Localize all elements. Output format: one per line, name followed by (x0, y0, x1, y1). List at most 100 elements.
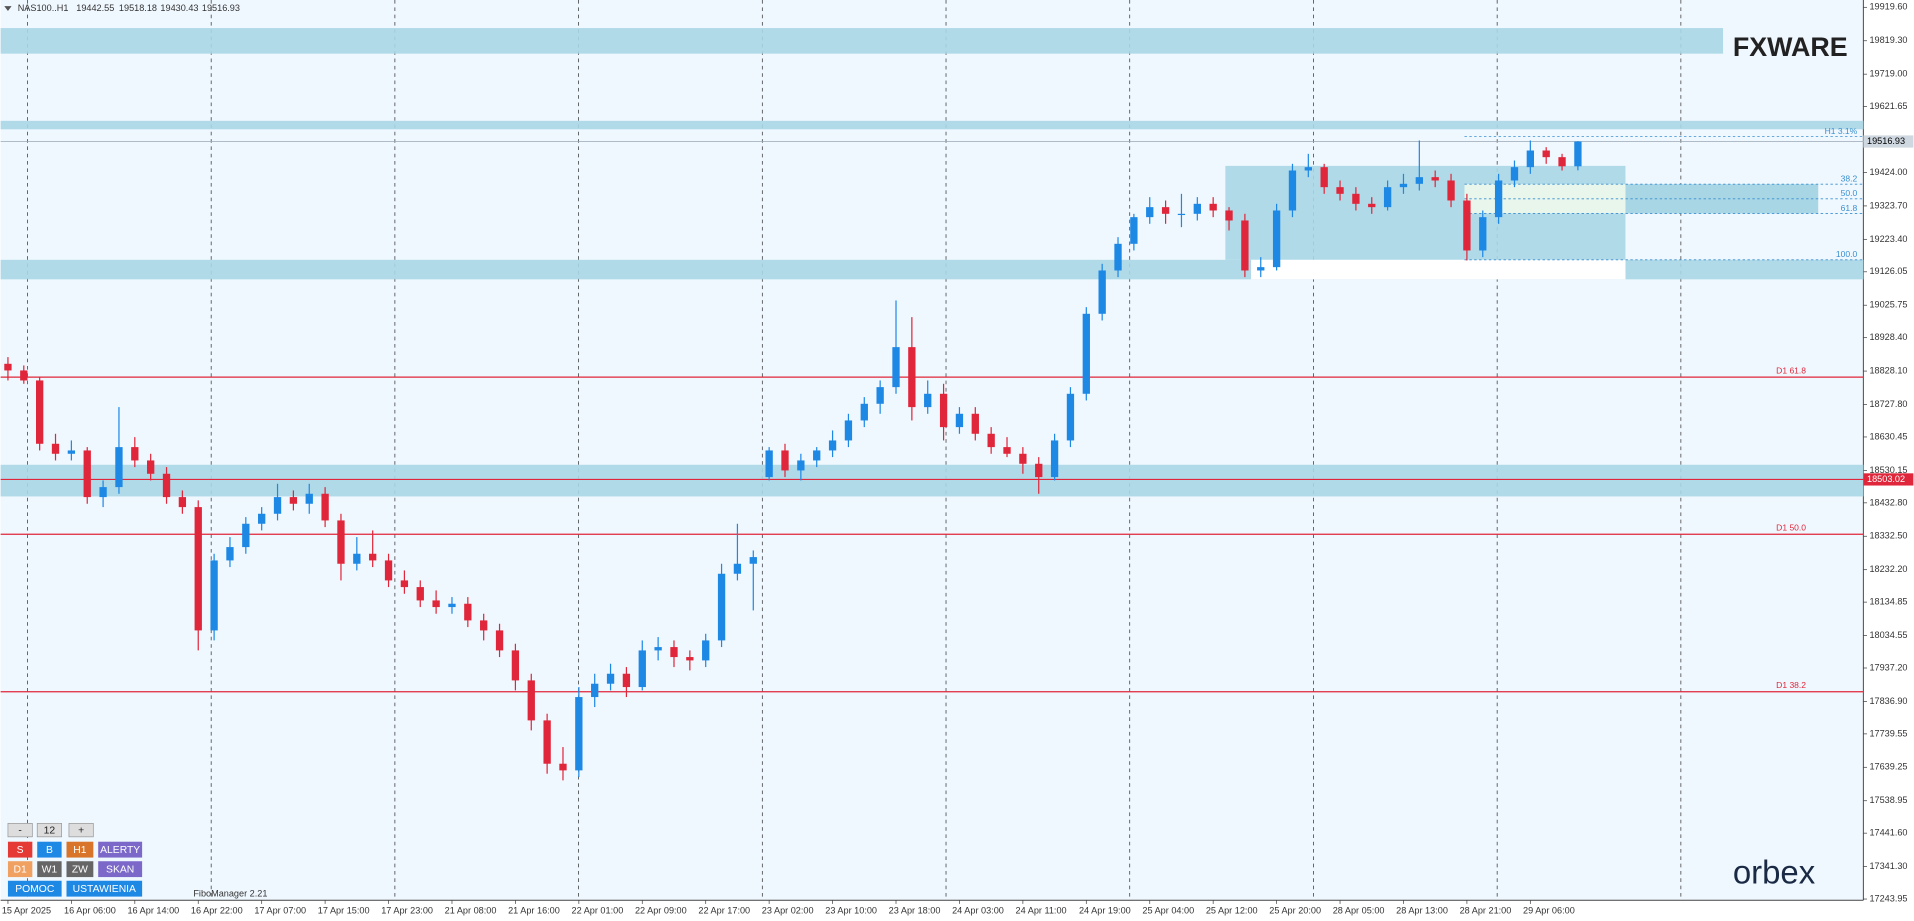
buy-button[interactable] (37, 841, 62, 858)
w1-label: W1 (42, 864, 58, 875)
x-tick-label: 24 Apr 19:00 (1079, 906, 1131, 916)
candle-body (1288, 170, 1297, 211)
candle-body (1146, 207, 1154, 218)
x-tick-label: 28 Apr 05:00 (1333, 906, 1385, 916)
candle-body (1161, 207, 1170, 214)
candle-body (797, 460, 805, 471)
candle-body (1336, 187, 1344, 194)
logo-orbex: orbex (1733, 853, 1816, 890)
candle-body (99, 487, 107, 498)
plus-button[interactable] (68, 823, 94, 838)
last-price-text: 19516.93 (1867, 136, 1905, 146)
candle-body (1019, 453, 1027, 464)
candle-body (543, 720, 551, 764)
candle-body (1114, 243, 1122, 271)
x-tick-label: 24 Apr 11:00 (1016, 906, 1067, 916)
d1-label: D1 61.8 (1776, 365, 1806, 375)
x-tick-label: 16 Apr 22:00 (191, 906, 243, 916)
fib-label: 38.2 (1841, 174, 1858, 184)
fib-label: 61.8 (1841, 203, 1858, 213)
scan-label: SKAN (106, 864, 134, 875)
candle-body (258, 513, 266, 524)
candle-body (51, 443, 60, 454)
x-tick-label: 25 Apr 12:00 (1206, 906, 1258, 916)
symbol: NAS100..H1 (18, 3, 69, 13)
candle-body (765, 450, 773, 478)
candle-body (670, 647, 678, 658)
w1-button[interactable] (37, 861, 62, 878)
candle-body (1510, 167, 1519, 181)
candle-body (147, 460, 155, 474)
logo-fxware: FXWARE (1733, 32, 1848, 62)
x-tick-label: 17 Apr 07:00 (254, 906, 306, 916)
x-tick-label: 15 Apr 2025 (2, 906, 51, 916)
menu-arrow[interactable] (4, 6, 12, 11)
candle-body (67, 450, 76, 454)
close-value: 19516.93 (202, 3, 240, 13)
buy-label: B (46, 845, 53, 856)
period-label: 12 (44, 825, 56, 836)
candle-body (242, 523, 250, 548)
candle-body (924, 393, 932, 408)
settings-button[interactable] (66, 880, 143, 897)
d1-button[interactable] (7, 861, 33, 878)
x-tick-label: 16 Apr 06:00 (64, 906, 116, 916)
candle-body (1526, 150, 1534, 168)
help-label: POMOC (15, 884, 55, 895)
x-tick-label: 22 Apr 17:00 (698, 906, 750, 916)
candle-body (908, 347, 916, 408)
candle-body (860, 403, 868, 421)
candle-body (495, 630, 504, 651)
control-panel: - 12 + S B H1 ALERTY D1 W1 ZW SKAN POMOC… (7, 823, 143, 897)
candle-body (717, 573, 726, 641)
period-separators (27, 0, 1682, 901)
candle-body (1225, 210, 1233, 221)
candle-body (1399, 183, 1408, 188)
scan-button[interactable] (98, 861, 143, 878)
sell-label: S (17, 845, 24, 856)
alert-price-text: 18503.02 (1867, 474, 1905, 484)
candle-body (1130, 217, 1138, 244)
alert-price-tag (1863, 473, 1914, 486)
x-tick-label: 28 Apr 21:00 (1460, 906, 1512, 916)
fib-label: H1 3.1% (1825, 126, 1858, 136)
candle-body (511, 650, 520, 681)
x-tick-label: 17 Apr 15:00 (318, 906, 370, 916)
candle-body (226, 547, 234, 561)
zw-button[interactable] (66, 861, 94, 878)
y-tick-label: 17836.90 (1869, 696, 1907, 706)
high-value: 19518.18 (119, 3, 157, 13)
sell-button[interactable] (7, 841, 33, 858)
y-tick-label: 18530.15 (1869, 465, 1907, 475)
minus-button[interactable] (7, 823, 33, 838)
h1-button[interactable] (66, 841, 94, 858)
candle-body (1383, 187, 1392, 208)
y-tick-label: 19223.40 (1869, 234, 1907, 244)
x-tick-label: 21 Apr 16:00 (508, 906, 560, 916)
candle-body (115, 447, 123, 488)
d1-label: D1 38.2 (1776, 680, 1806, 690)
y-tick-label: 19126.05 (1869, 266, 1907, 276)
help-button[interactable] (7, 880, 62, 897)
x-tick-label: 16 Apr 14:00 (127, 906, 179, 916)
candle-body (1320, 167, 1328, 188)
candle-body (955, 413, 964, 428)
candle-body (1272, 210, 1281, 268)
candle-body (844, 420, 853, 441)
candle-body (1463, 200, 1471, 251)
candle-body (1098, 270, 1106, 314)
candle-body (813, 450, 821, 461)
candle-body (480, 620, 488, 631)
period-field[interactable] (36, 823, 62, 838)
candle-body (178, 497, 187, 508)
candle-body (464, 603, 472, 621)
y-tick-label: 17538.95 (1869, 795, 1907, 805)
y-tick-label: 19323.70 (1869, 200, 1907, 210)
candle-body (876, 387, 884, 404)
alerts-button[interactable] (98, 841, 143, 858)
candle-body (1479, 217, 1487, 251)
minus-label: - (18, 825, 21, 836)
y-tick-label: 18432.80 (1869, 497, 1907, 507)
candle-body (369, 553, 377, 561)
